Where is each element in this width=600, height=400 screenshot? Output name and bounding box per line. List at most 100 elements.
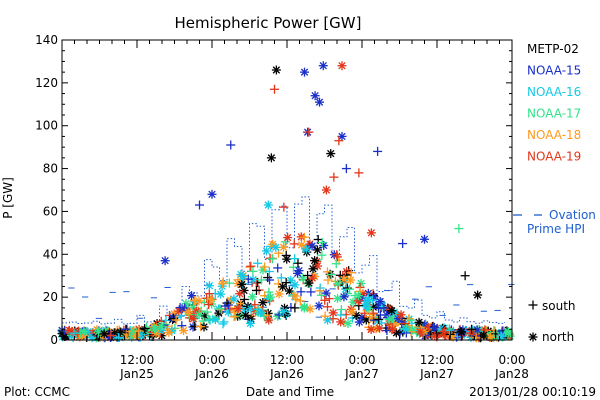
legend-entry-noaa-19: NOAA-19 xyxy=(527,150,581,164)
north-marker-point xyxy=(206,295,216,305)
south-marker-point xyxy=(317,237,327,247)
south-marker-point xyxy=(198,316,208,326)
x-tick-time-label: 0:00 xyxy=(499,353,526,367)
south-marker-point xyxy=(445,325,455,335)
y-tick-label: 20 xyxy=(43,290,58,304)
south-marker-point xyxy=(365,312,375,322)
legend-entry-metp-02: METP-02 xyxy=(527,42,579,56)
north-marker-point xyxy=(361,315,371,325)
south-marker-point xyxy=(398,239,408,249)
ovation-hpi-line xyxy=(62,196,505,325)
south-marker-point xyxy=(332,250,342,260)
north-marker-point xyxy=(361,302,371,312)
legend-entry-noaa-18: NOAA-18 xyxy=(527,128,581,142)
south-marker-point xyxy=(329,172,339,182)
south-marker-point xyxy=(218,319,228,329)
north-marker-point xyxy=(238,272,248,282)
south-marker-point xyxy=(252,285,262,295)
north-marker-point xyxy=(301,244,311,254)
north-marker-point xyxy=(183,307,193,317)
north-marker-point xyxy=(473,290,483,300)
south-marker-point xyxy=(320,295,330,305)
north-marker-point xyxy=(439,326,449,336)
south-marker-point xyxy=(246,261,256,271)
north-marker-point xyxy=(323,315,333,325)
south-marker-point xyxy=(267,254,277,264)
south-marker-point xyxy=(204,300,214,310)
south-marker-point xyxy=(454,224,464,234)
north-marker-point xyxy=(308,264,318,274)
x-tick-date-label: Jan25 xyxy=(119,367,154,381)
north-marker-point xyxy=(375,296,385,306)
north-marker-point xyxy=(263,200,273,210)
north-marker-point xyxy=(265,292,275,302)
north-marker-point xyxy=(278,306,288,316)
north-marker-point xyxy=(258,298,268,308)
north-marker-point xyxy=(353,291,363,301)
south-marker-point xyxy=(334,136,344,146)
north-marker-point xyxy=(274,289,284,299)
north-marker-point xyxy=(300,67,309,77)
y-tick-label: 40 xyxy=(43,247,58,261)
axes-group: 02040608010012014012:00Jan250:00Jan2612:… xyxy=(35,33,529,381)
south-marker-point xyxy=(219,317,229,327)
north-marker-point xyxy=(430,331,440,341)
x-axis-label: Date and Time xyxy=(246,385,334,399)
south-marker-point xyxy=(175,303,185,313)
y-tick-label: 80 xyxy=(43,162,58,176)
x-tick-date-label: Jan27 xyxy=(419,367,454,381)
north-marker-point xyxy=(429,322,439,332)
north-marker-point xyxy=(388,324,398,334)
north-marker-point xyxy=(131,331,141,341)
south-marker-point xyxy=(69,328,79,338)
north-marker-point xyxy=(337,61,347,71)
south-marker-point xyxy=(460,271,470,281)
north-marker-point xyxy=(333,279,343,289)
north-marker-point xyxy=(366,325,376,335)
plot-frame xyxy=(61,39,513,341)
south-marker-point xyxy=(195,200,204,210)
north-marker-point xyxy=(64,325,74,335)
north-marker-point xyxy=(420,234,429,244)
north-marker-point xyxy=(356,278,366,288)
south-marker-point xyxy=(270,84,279,94)
south-marker-point xyxy=(171,315,181,325)
south-marker-point xyxy=(220,301,230,311)
north-marker-point xyxy=(354,317,364,327)
south-marker-point xyxy=(375,310,385,320)
south-marker-point xyxy=(226,140,236,150)
south-marker-point xyxy=(326,270,336,280)
south-marker-point xyxy=(316,290,326,300)
south-marker-point xyxy=(379,303,389,313)
south-marker-point xyxy=(218,279,228,289)
legend-entry-noaa-17: NOAA-17 xyxy=(527,107,581,121)
south-marker-point xyxy=(374,314,384,324)
north-marker-point xyxy=(290,291,300,301)
north-marker-point xyxy=(337,131,347,141)
north-marker-point xyxy=(321,185,331,195)
y-tick-label: 100 xyxy=(35,119,58,133)
south-marker-point xyxy=(276,273,286,283)
north-marker-point xyxy=(164,327,174,337)
north-marker-point xyxy=(235,289,245,299)
north-marker-point xyxy=(299,303,309,313)
north-marker-point xyxy=(179,326,189,336)
north-marker-point xyxy=(314,301,324,311)
x-tick-date-label: Jan26 xyxy=(269,367,304,381)
legend-ovation-label-line1: Ovation xyxy=(549,208,596,222)
north-marker-point xyxy=(247,292,257,302)
north-marker-point xyxy=(271,242,281,252)
south-marker-point xyxy=(331,259,341,269)
north-marker-point xyxy=(264,315,274,325)
south-marker-point xyxy=(367,295,377,305)
north-marker-point xyxy=(283,233,293,243)
footer-timestamp: 2013/01/28 00:10:19 xyxy=(469,385,596,399)
north-marker-point xyxy=(241,310,251,320)
north-marker-point xyxy=(282,254,292,264)
north-marker-point xyxy=(271,65,281,75)
south-marker-point xyxy=(248,266,258,276)
north-marker-point xyxy=(237,279,247,289)
data-points-group xyxy=(57,61,515,343)
north-marker-point xyxy=(194,310,204,320)
north-marker-point xyxy=(503,328,513,338)
